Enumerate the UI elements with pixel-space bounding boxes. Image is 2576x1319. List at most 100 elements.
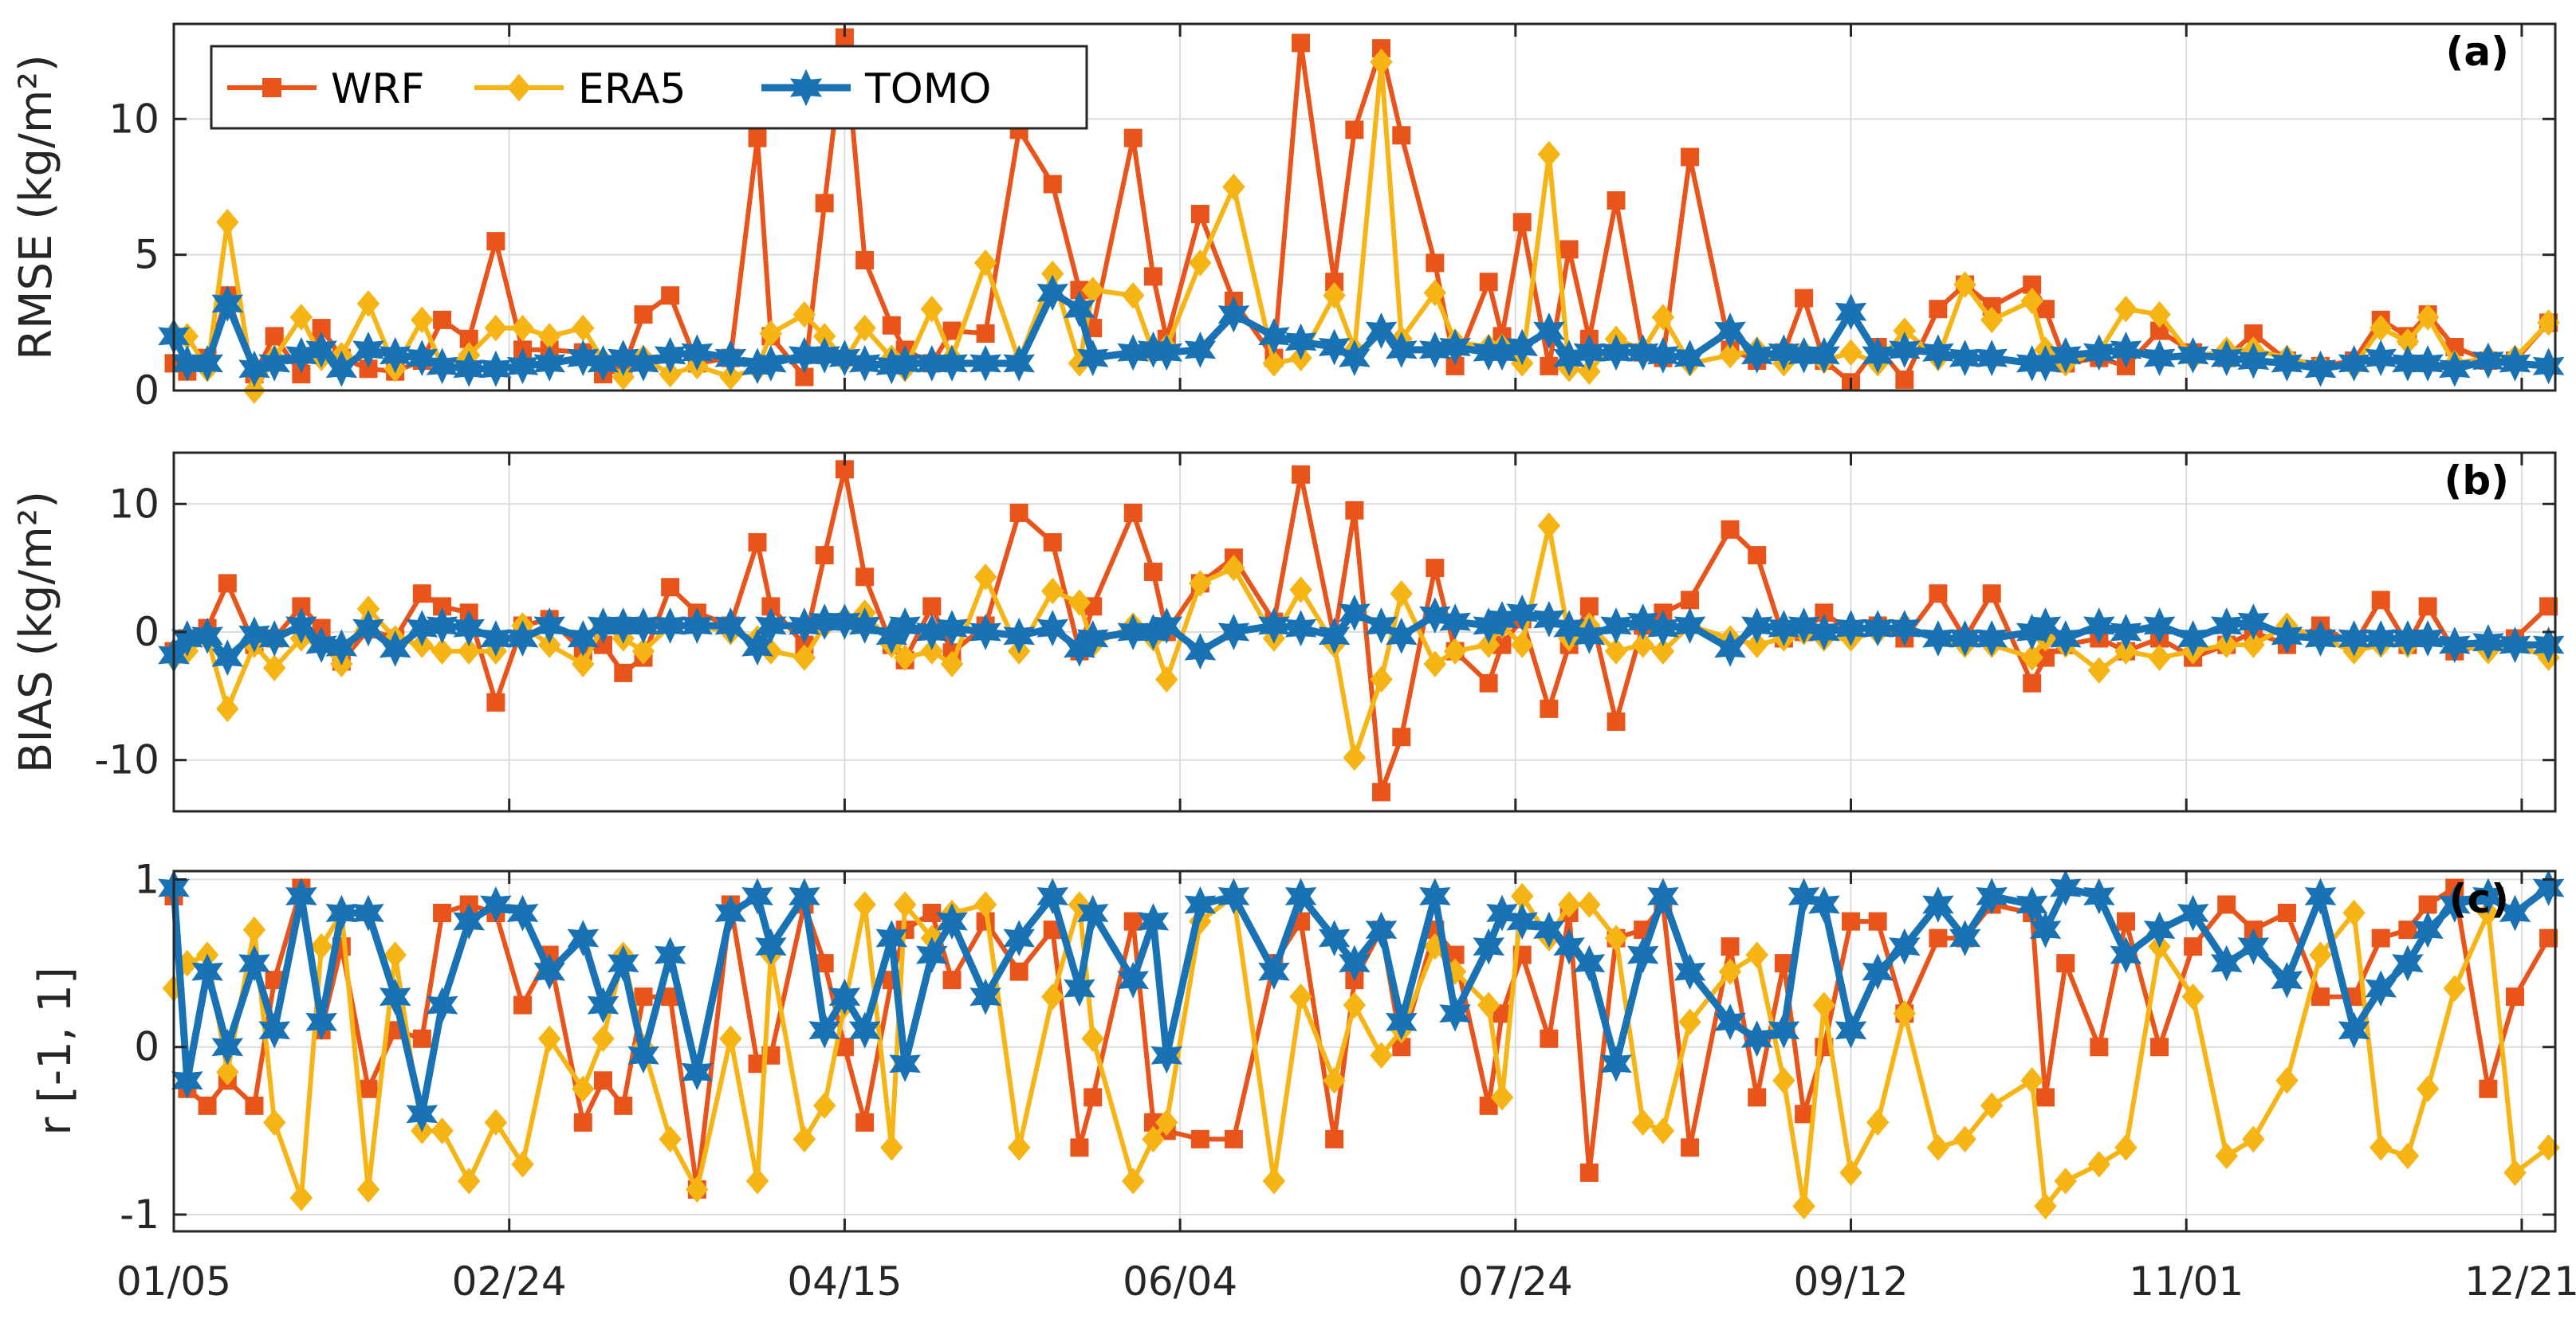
data-point-era5 <box>1189 570 1212 597</box>
data-point-wrf <box>1325 1129 1344 1148</box>
data-point-wrf <box>433 310 452 329</box>
data-point-tomo <box>379 978 411 1015</box>
data-point-wrf <box>2150 1038 2169 1057</box>
data-point-wrf <box>1795 1105 1814 1124</box>
data-point-era5 <box>2148 300 2171 328</box>
data-point-wrf <box>1392 728 1411 747</box>
data-point-era5 <box>1262 1168 1286 1195</box>
data-point-tomo <box>1284 323 1317 360</box>
data-point-era5 <box>289 304 313 331</box>
data-point-tomo <box>714 607 747 644</box>
data-point-wrf <box>1123 128 1142 147</box>
data-point-tomo <box>2110 614 2142 650</box>
data-point-tomo <box>2082 607 2115 644</box>
data-point-tomo <box>258 345 291 382</box>
data-point-era5 <box>484 314 508 342</box>
data-point-era5 <box>1323 1067 1346 1094</box>
data-point-wrf <box>2539 597 2558 616</box>
data-point-era5 <box>1631 631 1654 658</box>
data-point-wrf <box>1929 928 1948 948</box>
data-point-tomo <box>1318 617 1351 654</box>
data-point-era5 <box>745 1168 769 1195</box>
data-point-tomo <box>426 607 458 644</box>
data-point-era5 <box>537 631 561 658</box>
data-point-era5 <box>2242 631 2265 658</box>
data-point-era5 <box>973 563 997 591</box>
data-point-era5 <box>2114 1134 2137 1161</box>
data-point-wrf <box>1224 1129 1243 1148</box>
panel-1: -10 0 10 BIAS (kg/m²) (b) <box>10 451 2565 813</box>
y-axis-label: RMSE (kg/m²) <box>10 54 62 360</box>
data-point-era5 <box>973 891 997 918</box>
data-point-tomo <box>936 610 968 647</box>
data-point-tomo <box>1385 1003 1418 1041</box>
data-point-tomo <box>1036 274 1069 312</box>
data-point-era5 <box>592 1025 615 1052</box>
data-point-tomo <box>325 350 358 387</box>
data-point-era5 <box>2342 899 2366 927</box>
data-point-tomo <box>2365 970 2397 1007</box>
data-point-tomo <box>2143 607 2176 644</box>
data-point-wrf <box>1795 289 1814 308</box>
data-point-tomo <box>1217 614 1250 650</box>
data-point-wrf <box>1579 1163 1599 1182</box>
data-point-wrf <box>2277 904 2296 923</box>
data-point-wrf <box>1748 546 1767 565</box>
data-point-tomo <box>285 607 317 644</box>
data-point-era5 <box>1122 282 1145 309</box>
x-tick-label: 02/24 <box>452 1258 567 1305</box>
data-point-wrf <box>1372 39 1391 58</box>
data-point-wrf <box>1982 584 2001 603</box>
data-point-tomo <box>2110 936 2142 973</box>
data-point-era5 <box>893 891 917 918</box>
data-point-tomo <box>191 953 223 990</box>
data-point-tomo <box>1064 290 1095 328</box>
data-point-wrf <box>218 574 237 593</box>
data-point-tomo <box>627 1037 659 1074</box>
data-point-tomo <box>2438 886 2471 923</box>
data-point-tomo <box>936 903 968 940</box>
data-point-era5 <box>1222 554 1245 582</box>
panel-0: 0 5 10 RMSE (kg/m²) (a) WRF ERA5 TOMO <box>10 22 2565 414</box>
data-point-wrf <box>1143 562 1162 581</box>
legend-label-tomo: TOMO <box>864 65 992 113</box>
data-point-tomo <box>171 345 203 382</box>
data-point-tomo <box>1258 318 1290 355</box>
legend-label-era5: ERA5 <box>578 65 686 113</box>
data-point-wrf <box>1190 1129 1209 1148</box>
y-tick-label: 0 <box>134 609 159 655</box>
data-point-tomo <box>755 345 787 382</box>
data-point-tomo <box>1486 894 1518 932</box>
data-point-era5 <box>1443 638 1467 665</box>
data-point-tomo <box>2210 340 2243 376</box>
data-point-tomo <box>681 334 714 371</box>
data-point-era5 <box>1772 1067 1795 1094</box>
data-point-era5 <box>1155 665 1178 693</box>
data-point-era5 <box>431 638 454 665</box>
data-point-wrf <box>573 1113 592 1132</box>
data-point-wrf <box>855 250 875 269</box>
data-point-tomo <box>1922 886 1954 923</box>
data-point-tomo <box>1600 1045 1632 1082</box>
data-point-wrf <box>198 1096 217 1115</box>
data-point-tomo <box>1003 920 1036 956</box>
data-point-tomo <box>1076 340 1109 376</box>
data-point-tomo <box>755 928 787 965</box>
data-point-wrf <box>1721 520 1740 539</box>
data-point-wrf <box>412 1029 431 1048</box>
data-point-tomo <box>2499 345 2531 382</box>
data-point-tomo <box>969 978 1001 1015</box>
data-point-wrf <box>1842 912 1861 931</box>
data-point-tomo <box>1740 607 1773 644</box>
data-point-tomo <box>1647 877 1679 915</box>
data-point-wrf <box>1426 559 1445 578</box>
data-point-tomo <box>2049 336 2082 374</box>
data-point-tomo <box>1284 877 1317 915</box>
data-point-era5 <box>1343 991 1367 1019</box>
data-point-tomo <box>1922 334 1954 371</box>
data-point-tomo <box>1533 601 1565 638</box>
data-point-tomo <box>681 607 714 644</box>
data-point-tomo <box>1076 894 1109 932</box>
data-point-era5 <box>1142 1125 1165 1153</box>
data-point-wrf <box>1009 962 1028 981</box>
